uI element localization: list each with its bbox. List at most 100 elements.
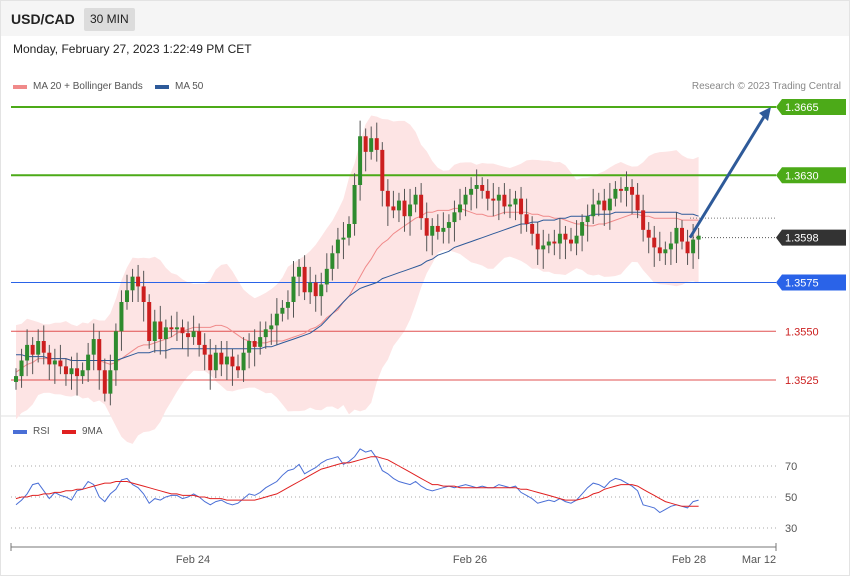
candle-body <box>125 290 129 302</box>
level-tag-1-3598 <box>776 229 846 246</box>
legend-9ma-label: 9MA <box>82 426 103 437</box>
legend-rsi: RSI <box>13 426 50 437</box>
candle-body <box>441 227 446 232</box>
candle-body <box>413 194 418 205</box>
candle-body <box>385 190 390 207</box>
candle-body <box>197 331 202 345</box>
candle-body <box>97 339 102 371</box>
legend-ma20-swatch <box>13 84 27 89</box>
candle-body <box>674 227 679 244</box>
candle-body <box>141 286 146 302</box>
candle-body <box>147 302 152 341</box>
candle-body <box>402 200 407 217</box>
candle-body <box>424 218 429 236</box>
bollinger-band <box>16 115 699 444</box>
candle-body <box>230 356 235 367</box>
candle-body <box>213 352 218 371</box>
candle-body <box>236 366 240 371</box>
candle-body <box>646 229 651 238</box>
candle-body <box>258 337 263 347</box>
candle-body <box>308 282 313 293</box>
ma20-line <box>15 207 699 373</box>
candle-body <box>108 370 113 394</box>
candle-body <box>14 376 18 382</box>
candle-body <box>169 327 174 330</box>
candle-body <box>41 341 46 353</box>
candle-body <box>524 214 529 224</box>
candle-body <box>369 138 374 152</box>
candle-body <box>186 333 191 338</box>
candle-body <box>86 354 91 371</box>
candle-body <box>297 266 302 277</box>
legend-ma50-label: MA 50 <box>175 81 204 92</box>
level-label-1-3598: 1.3598 <box>785 233 819 245</box>
candle-body <box>313 282 318 297</box>
candle-body <box>274 313 279 326</box>
candle-body <box>202 344 207 355</box>
legend-rsi-swatch <box>13 429 27 434</box>
level-label-1-3550: 1.3550 <box>785 326 819 338</box>
candle-body <box>696 235 701 240</box>
candle-body <box>485 190 490 199</box>
timeframe-badge[interactable]: 30 MIN <box>84 8 135 31</box>
candle-body <box>380 149 385 191</box>
candle-body <box>502 194 507 207</box>
candle-body <box>180 327 185 334</box>
candle-body <box>247 341 252 353</box>
candle-body <box>580 222 585 236</box>
level-label-1-3665: 1.3665 <box>785 102 819 114</box>
rsi-line <box>15 448 699 514</box>
candle-body <box>458 204 462 213</box>
candle-body <box>519 198 524 215</box>
rsi-tick-30: 30 <box>785 523 797 535</box>
candle-body <box>263 329 268 338</box>
candle-body <box>624 186 629 191</box>
chart-header: USD/CAD 30 MIN <box>1 1 849 36</box>
candle-body <box>541 245 546 250</box>
candle-body <box>635 194 640 211</box>
candle-body <box>569 239 573 244</box>
candle-body <box>463 194 468 205</box>
legend-ma50-swatch <box>155 84 169 89</box>
candle-body <box>685 241 690 254</box>
legend-rsi-label: RSI <box>33 426 50 437</box>
forecast-arrow <box>688 111 769 239</box>
candle-body <box>158 321 163 340</box>
candle-body <box>496 194 501 201</box>
candle-body <box>574 235 579 244</box>
rsi-ma9-line <box>15 456 699 507</box>
candle-body <box>174 327 179 330</box>
candle-body <box>19 360 24 377</box>
candle-body <box>291 276 296 302</box>
candle-body <box>52 360 57 365</box>
candle-body <box>613 188 618 199</box>
candle-body <box>208 354 213 371</box>
candle-body <box>58 360 63 367</box>
level-label-1-3575: 1.3575 <box>785 278 819 290</box>
candle-body <box>335 239 340 254</box>
candle-body <box>391 206 396 211</box>
candle-body <box>36 341 41 355</box>
forecast-arrowhead <box>759 107 771 121</box>
candle-body <box>47 352 52 365</box>
candle-body <box>446 222 451 228</box>
candle-body <box>91 339 96 355</box>
candle-body <box>668 243 673 250</box>
candle-body <box>241 352 246 371</box>
level-tag-1-3630 <box>776 167 846 184</box>
candle-body <box>280 307 285 314</box>
candle-body <box>102 370 107 394</box>
candle-body <box>657 247 662 254</box>
candle-body <box>341 237 346 240</box>
candle-body <box>69 368 74 375</box>
legend-ma20: MA 20 + Bollinger Bands <box>13 81 143 92</box>
candle-body <box>224 356 229 365</box>
candle-body <box>63 366 68 375</box>
candle-body <box>602 200 607 211</box>
candle-body <box>80 370 85 377</box>
candle-body <box>358 136 363 185</box>
candle-body <box>607 198 612 211</box>
candle-body <box>435 225 440 232</box>
candle-body <box>552 241 557 244</box>
